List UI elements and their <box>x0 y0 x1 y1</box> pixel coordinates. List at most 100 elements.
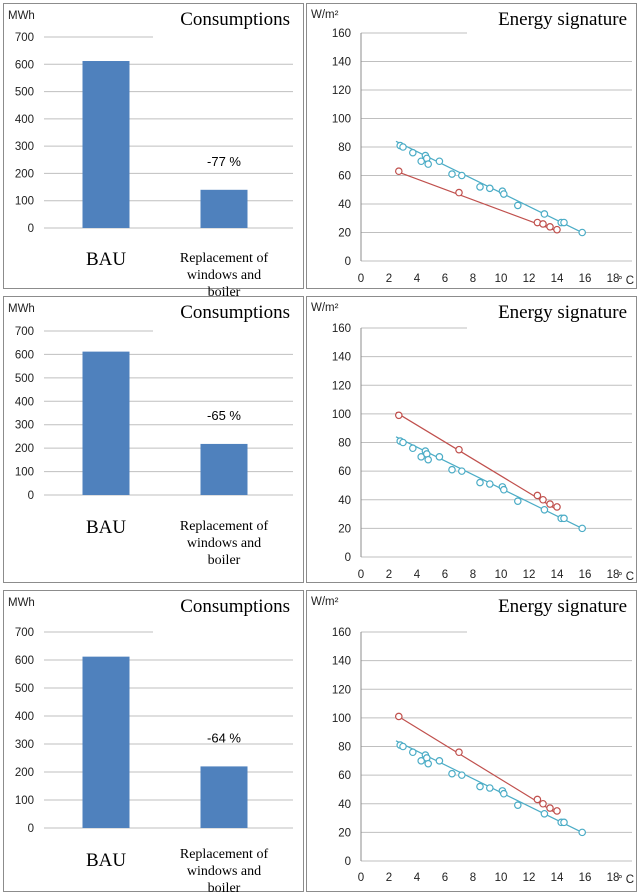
data-point <box>457 771 466 779</box>
bar <box>82 61 130 228</box>
x-tick-label: 2 <box>386 872 392 884</box>
data-point <box>499 789 508 798</box>
y-tick-label: 100 <box>332 409 351 421</box>
y-tick-label: 200 <box>15 443 34 455</box>
x-axis-unit: ° C <box>618 571 634 583</box>
data-point <box>448 170 456 178</box>
data-point <box>485 184 494 193</box>
x-tick-label: 6 <box>442 872 448 884</box>
x-tick-label: 8 <box>470 569 476 581</box>
data-point <box>513 801 522 809</box>
data-point <box>540 505 549 514</box>
x-tick-label: 16 <box>579 872 592 884</box>
y-tick-label: 700 <box>15 326 34 338</box>
x-tick-label: 4 <box>414 569 421 581</box>
x-tick-label: 4 <box>414 872 421 884</box>
data-point <box>499 485 508 494</box>
data-point <box>546 223 554 231</box>
y-tick-label: 500 <box>15 683 34 695</box>
y-tick-label: 300 <box>15 141 34 153</box>
y-tick-label: 60 <box>338 770 351 782</box>
x-tick-label: 18 <box>607 872 620 884</box>
category-label: windows and <box>187 864 261 879</box>
category-label: windows and <box>187 536 261 551</box>
data-point <box>546 804 554 812</box>
y-axis-unit: W/m² <box>311 9 339 21</box>
y-tick-label: 40 <box>338 799 351 811</box>
bar <box>200 189 248 228</box>
data-point <box>560 218 568 227</box>
chart-title: Energy signature <box>498 302 627 323</box>
chart-frame <box>306 3 637 289</box>
y-tick-label: 0 <box>345 552 351 564</box>
data-point <box>546 500 554 508</box>
trend-line <box>395 714 558 815</box>
data-point <box>457 171 466 180</box>
data-point <box>394 411 403 420</box>
y-tick-label: 400 <box>15 711 34 723</box>
data-point <box>553 503 561 511</box>
y-tick-label: 80 <box>338 742 351 754</box>
category-label: Replacement of <box>180 519 269 534</box>
data-point <box>539 220 547 228</box>
data-point <box>455 188 463 197</box>
y-axis-unit: MWh <box>8 10 35 22</box>
x-axis-unit: ° C <box>618 874 634 886</box>
x-tick-label: 16 <box>579 569 592 581</box>
bar <box>82 351 130 495</box>
y-tick-label: 0 <box>345 256 351 268</box>
y-tick-label: 300 <box>15 739 34 751</box>
bar <box>200 443 248 495</box>
y-tick-label: 20 <box>338 228 351 240</box>
data-point <box>408 444 417 453</box>
data-point <box>408 748 417 757</box>
y-tick-label: 500 <box>15 87 34 99</box>
data-point <box>455 445 463 454</box>
data-point <box>578 524 587 533</box>
bar <box>82 656 130 828</box>
x-axis-unit: ° C <box>618 275 634 287</box>
data-point <box>540 210 549 218</box>
x-tick-label: 6 <box>442 569 448 581</box>
x-tick-label: 12 <box>523 273 536 285</box>
y-axis-unit: W/m² <box>311 596 339 608</box>
x-tick-label: 16 <box>579 273 592 285</box>
x-tick-label: 4 <box>414 273 421 285</box>
y-tick-label: 600 <box>15 349 34 361</box>
x-tick-label: 0 <box>358 273 364 285</box>
category-label: boiler <box>208 553 241 568</box>
trend-line <box>395 411 558 511</box>
data-point <box>476 478 484 487</box>
y-tick-label: 160 <box>332 627 351 639</box>
data-point <box>540 809 549 818</box>
category-label: BAU <box>86 249 126 270</box>
y-tick-label: 500 <box>15 373 34 385</box>
y-tick-label: 600 <box>15 655 34 667</box>
y-tick-label: 60 <box>338 171 351 183</box>
chart-frame <box>3 296 304 583</box>
x-tick-label: 0 <box>358 569 364 581</box>
trend-line <box>395 170 558 232</box>
x-tick-label: 14 <box>551 872 564 884</box>
consumptions-chart: 0 100 200 300 400 500 600 700 MWh Consumptions -65… <box>3 296 304 583</box>
y-tick-label: 700 <box>15 627 34 639</box>
x-tick-label: 10 <box>495 273 508 285</box>
category-label: BAU <box>86 850 126 871</box>
category-label: boiler <box>208 881 241 894</box>
data-point <box>560 514 568 523</box>
data-point <box>539 799 547 808</box>
data-label: -65 % <box>207 408 241 423</box>
y-tick-label: 20 <box>338 523 351 535</box>
y-tick-label: 200 <box>15 767 34 779</box>
data-point <box>399 143 407 151</box>
chart-title: Consumptions <box>180 302 290 323</box>
chart-frame <box>3 590 304 892</box>
y-tick-label: 60 <box>338 466 351 478</box>
category-label: BAU <box>86 517 126 538</box>
x-tick-label: 12 <box>523 872 536 884</box>
data-point <box>476 782 484 791</box>
chart-title: Energy signature <box>498 9 627 30</box>
data-point <box>553 807 561 815</box>
data-point <box>435 453 444 461</box>
